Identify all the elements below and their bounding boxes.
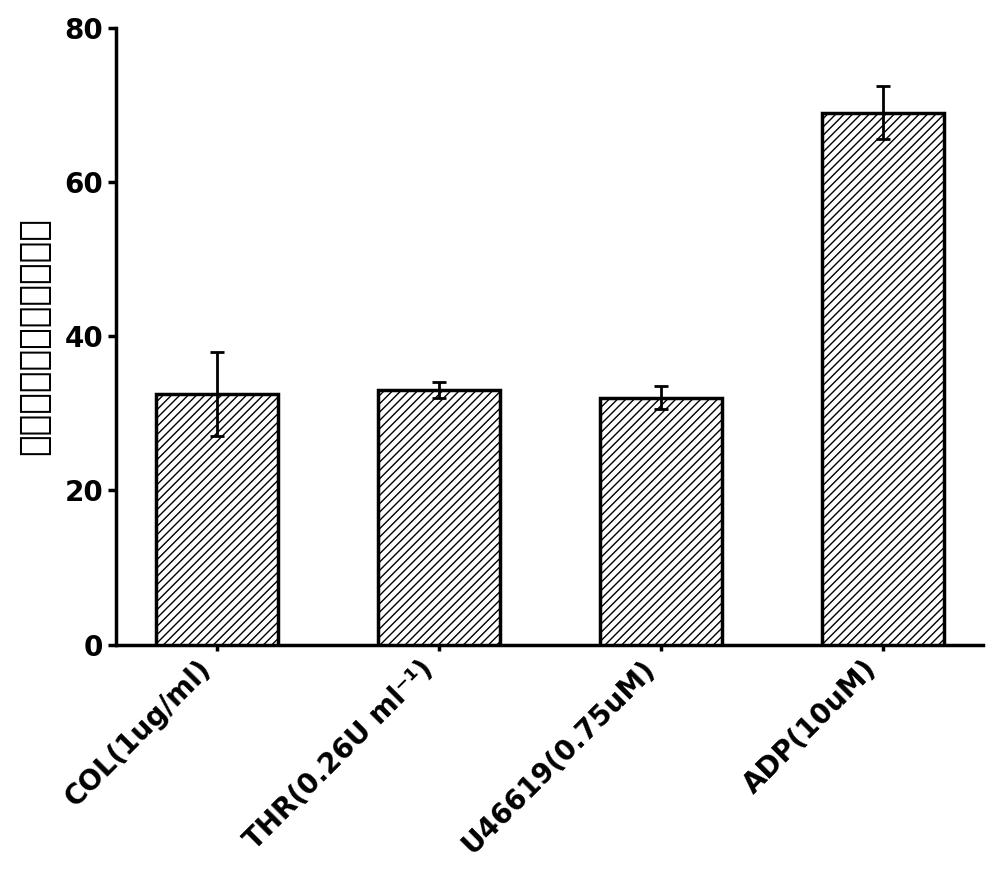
Bar	[600, 398, 722, 645]
Y-axis label: 血小板聚集抑制率（％）: 血小板聚集抑制率（％）	[17, 217, 51, 456]
Bar	[156, 394, 278, 645]
Bar	[822, 112, 944, 645]
Bar	[378, 390, 500, 645]
